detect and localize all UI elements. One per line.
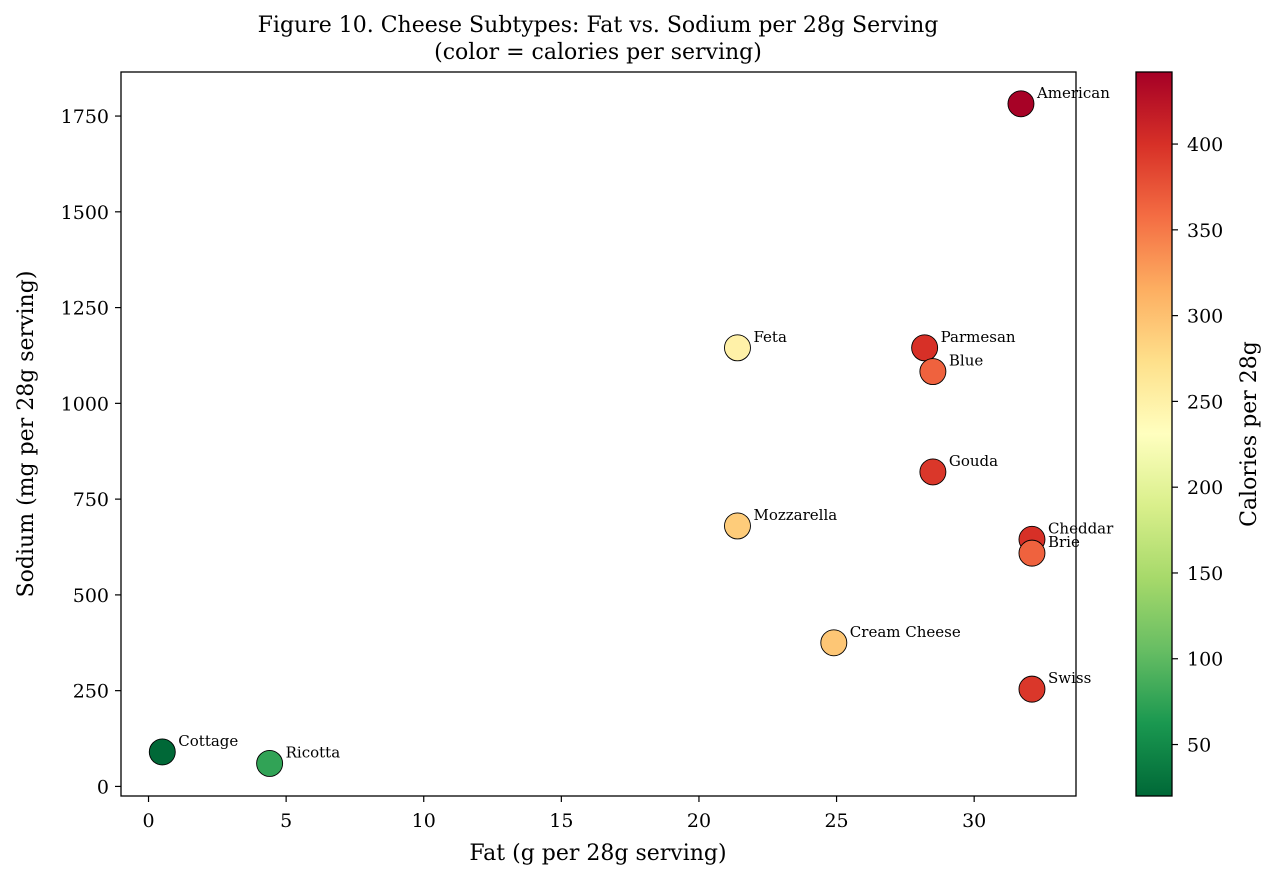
x-tick-label: 10	[412, 810, 436, 832]
point-label: Swiss	[1048, 669, 1091, 687]
x-axis-title: Fat (g per 28g serving)	[469, 841, 726, 866]
y-tick-label: 500	[73, 585, 109, 607]
chart-title-line-1: Figure 10. Cheese Subtypes: Fat vs. Sodi…	[258, 13, 939, 38]
x-tick-label: 15	[549, 810, 573, 832]
scatter-point	[1007, 90, 1035, 118]
point-label: Gouda	[949, 452, 998, 470]
point-label: American	[1036, 84, 1110, 102]
colorbar-tick-label: 350	[1187, 220, 1223, 242]
y-axis-ticks: 0 250 500 750 1000 1250 1500 1750	[61, 106, 121, 798]
y-tick-label: 0	[97, 776, 109, 798]
scatter-point	[820, 629, 848, 657]
chart-title: Figure 10. Cheese Subtypes: Fat vs. Sodi…	[258, 13, 939, 65]
scatter-point	[919, 358, 947, 386]
point-label: Cottage	[178, 732, 238, 750]
point-label: Mozzarella	[753, 506, 837, 524]
point-label: Cream Cheese	[850, 623, 961, 641]
scatter-point	[911, 334, 939, 362]
colorbar-frame	[1135, 71, 1173, 797]
y-tick-label: 750	[73, 489, 109, 511]
y-axis-title: Sodium (mg per 28g serving)	[14, 271, 39, 598]
point-label: Brie	[1048, 533, 1080, 551]
colorbar-gradient	[1136, 72, 1172, 796]
x-tick-label: 25	[824, 810, 848, 832]
y-tick-label: 1750	[61, 106, 109, 128]
scatter-point	[148, 738, 176, 766]
x-tick-label: 0	[142, 810, 154, 832]
point-label: Parmesan	[941, 328, 1016, 346]
x-tick-label: 30	[962, 810, 986, 832]
scatter-point	[919, 458, 947, 486]
x-axis-ticks: 0 5 10 15 20 25 30	[142, 796, 986, 832]
colorbar-tick-label: 300	[1187, 306, 1223, 328]
colorbar: 50 100 150 200 250 300 350 400 Calories per 28g	[1135, 71, 1262, 797]
chart-title-line-2: (color = calories per serving)	[434, 40, 762, 65]
scatter-point	[724, 512, 751, 540]
colorbar-tick-label: 150	[1187, 563, 1223, 585]
scatter-point	[256, 749, 284, 777]
colorbar-ticks: 50 100 150 200 250 300 350 400	[1172, 134, 1223, 757]
point-label: Cheddar	[1048, 519, 1114, 537]
point-label: Feta	[753, 328, 786, 346]
x-tick-label: 5	[280, 810, 292, 832]
colorbar-tick-label: 200	[1187, 477, 1223, 499]
colorbar-title: Calories per 28g	[1237, 341, 1262, 527]
scatter-point	[724, 334, 751, 362]
y-tick-label: 250	[73, 681, 109, 703]
scatter-points	[148, 90, 1046, 777]
point-label: Ricotta	[286, 743, 341, 761]
y-tick-label: 1000	[61, 393, 109, 415]
plot-area	[121, 72, 1076, 796]
scatter-point	[1018, 539, 1046, 567]
plot-frame	[120, 71, 1077, 797]
colorbar-tick-label: 100	[1187, 649, 1223, 671]
colorbar-tick-label: 400	[1187, 134, 1223, 156]
x-tick-label: 20	[687, 810, 711, 832]
point-labels: American Feta Parmesan Blue Gouda Mozzarella C…	[178, 84, 1114, 762]
colorbar-tick-label: 250	[1187, 391, 1223, 413]
colorbar-tick-label: 50	[1187, 735, 1211, 757]
point-label: Blue	[949, 352, 983, 370]
y-tick-label: 1500	[61, 202, 109, 224]
scatter-point	[1018, 675, 1046, 703]
y-tick-label: 1250	[61, 298, 109, 320]
